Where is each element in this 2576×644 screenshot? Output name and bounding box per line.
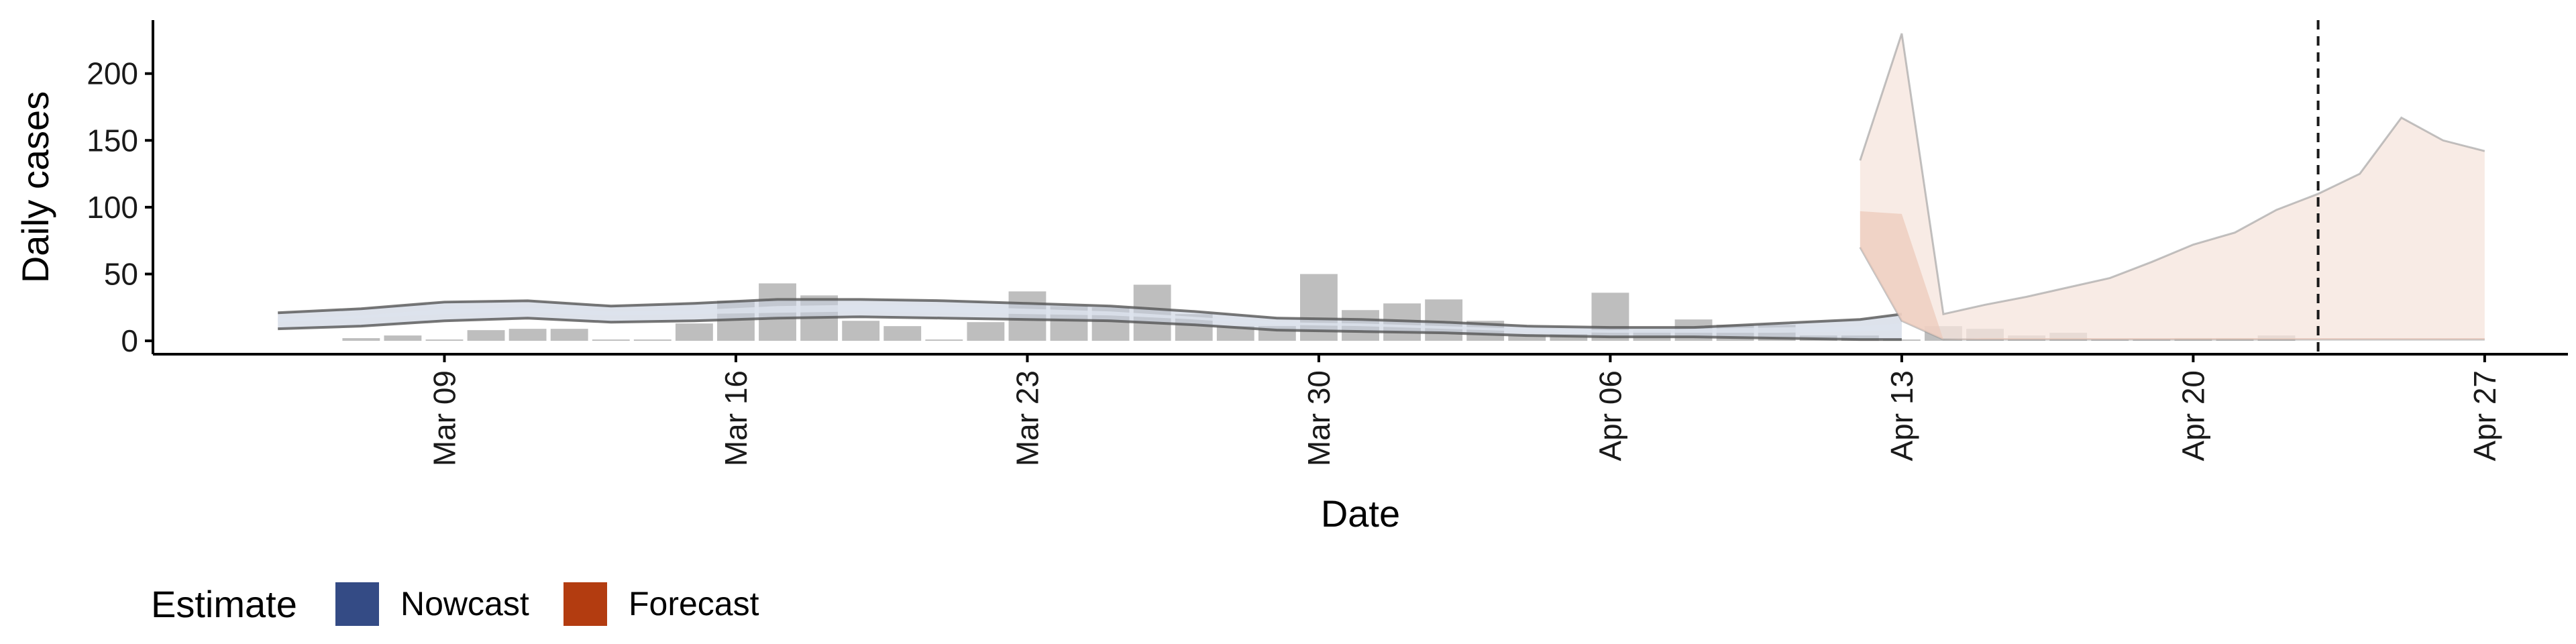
case-bar: [967, 322, 1005, 341]
x-axis-title: Date: [1321, 492, 1400, 535]
nowcast-band-90-edge: [278, 315, 1902, 341]
case-bar: [592, 339, 630, 341]
legend: Estimate Nowcast Forecast: [151, 582, 759, 626]
case-bar: [342, 338, 380, 341]
legend-label-forecast: Forecast: [629, 585, 759, 623]
bands-layer: [278, 33, 2485, 341]
case-bar: [1216, 326, 1254, 341]
case-bar: [883, 326, 922, 341]
x-tick-label: Apr 20: [2176, 370, 2210, 462]
legend-swatch-forecast: [564, 582, 607, 626]
x-ticks: Mar 09 Mar 16 Mar 23 Mar 30 Apr 06 Apr 13 Apr …: [427, 354, 2502, 466]
case-bar: [467, 330, 505, 341]
case-bar: [925, 339, 963, 341]
x-tick-label: Mar 09: [427, 370, 462, 466]
case-bar: [675, 323, 713, 341]
legend-title: Estimate: [151, 583, 297, 625]
forecast-band-90: [1860, 33, 2485, 340]
case-bar: [1508, 335, 1546, 341]
y-tick-label: 100: [87, 190, 138, 225]
axes: Mar 09 Mar 16 Mar 23 Mar 30 Apr 06 Apr 13 Apr …: [87, 20, 2568, 466]
case-bar: [1425, 299, 1463, 341]
case-bar: [842, 321, 880, 341]
case-bar: [384, 335, 422, 341]
x-tick-label: Mar 23: [1010, 370, 1044, 466]
case-bar: [633, 339, 672, 341]
y-axis-title: Daily cases: [14, 91, 56, 283]
case-bar: [508, 329, 547, 341]
x-tick-label: Apr 06: [1593, 370, 1627, 462]
y-tick-label: 200: [87, 56, 138, 91]
y-tick-label: 150: [87, 123, 138, 158]
nowcast-band-50: [278, 305, 1902, 333]
legend-swatch-nowcast: [335, 582, 379, 626]
case-bar: [550, 329, 588, 341]
x-tick-label: Apr 27: [2467, 370, 2502, 462]
y-tick-label: 0: [121, 323, 138, 358]
y-ticks: 0 50 100 150 200: [87, 56, 153, 358]
legend-label-nowcast: Nowcast: [400, 585, 529, 623]
plot-area: [278, 20, 2485, 354]
nowcast-band-90-edge: [278, 298, 1902, 329]
case-bar: [425, 339, 464, 341]
y-tick-label: 50: [104, 256, 138, 291]
forecast-band-50: [1860, 211, 2485, 340]
x-tick-label: Mar 16: [718, 370, 753, 466]
x-tick-label: Mar 30: [1301, 370, 1336, 466]
x-tick-label: Apr 13: [1884, 370, 1919, 462]
forecast-band-90-edge: [1859, 33, 2485, 316]
